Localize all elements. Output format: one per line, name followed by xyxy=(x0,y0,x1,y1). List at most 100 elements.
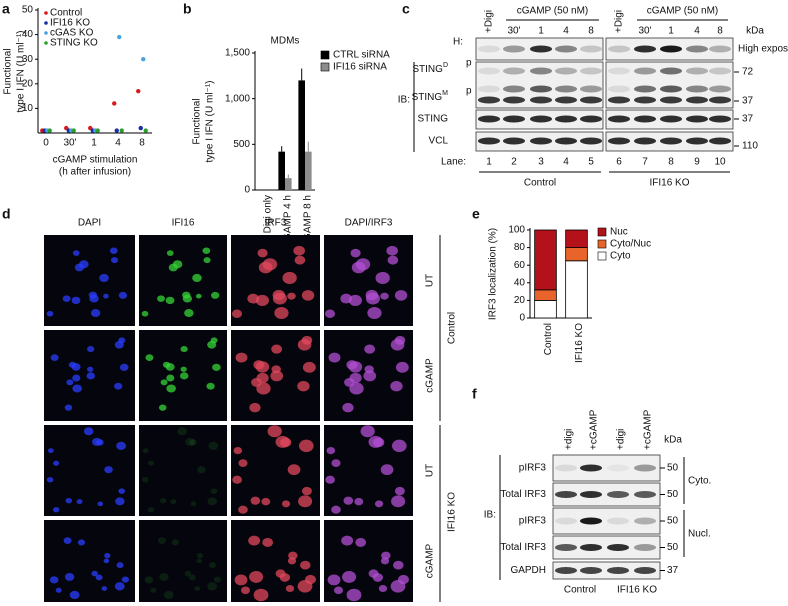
lane-header: +digi xyxy=(616,429,627,450)
data-point xyxy=(117,34,122,40)
cell xyxy=(179,372,189,380)
cell xyxy=(114,340,124,349)
cell xyxy=(386,245,398,256)
legend-label: cGAS KO xyxy=(50,28,94,39)
time-label: 30' xyxy=(507,26,520,37)
x-tick-label: Control xyxy=(543,323,554,355)
cell xyxy=(103,558,110,564)
cell xyxy=(166,374,175,382)
cell xyxy=(104,466,113,474)
cell xyxy=(262,258,278,271)
cell xyxy=(270,370,284,382)
cell xyxy=(387,255,399,265)
cell xyxy=(294,255,306,265)
cell xyxy=(253,588,269,602)
cell xyxy=(241,586,250,595)
lane-number: 6 xyxy=(616,157,622,168)
cell xyxy=(233,446,243,455)
cell xyxy=(390,339,405,351)
group-label: Control xyxy=(447,312,458,344)
cell xyxy=(197,466,206,474)
blot-band xyxy=(660,85,682,93)
legend-swatch xyxy=(320,50,330,60)
cell xyxy=(249,402,261,413)
cell xyxy=(53,460,60,466)
y-tick-label: 1,000 xyxy=(225,93,250,104)
panel-letter: c xyxy=(402,1,410,17)
bar-segment xyxy=(565,229,588,249)
cell xyxy=(249,571,264,583)
marker-label: 37 xyxy=(742,96,754,107)
time-label: 8 xyxy=(588,26,594,37)
cell xyxy=(297,380,310,392)
blot-band xyxy=(608,85,630,93)
blot-band xyxy=(530,115,552,123)
bar-segment xyxy=(534,299,557,319)
cell xyxy=(390,380,403,392)
header-label: H: xyxy=(453,37,463,48)
cell xyxy=(360,425,375,438)
legend-label: Control xyxy=(50,8,82,19)
cell xyxy=(118,488,126,494)
cell xyxy=(328,352,341,363)
group-label: IFI16 KO xyxy=(617,585,657,596)
blot-band xyxy=(580,567,602,574)
legend-label: IFI16 KO xyxy=(50,18,90,29)
marker-label: 50 xyxy=(667,463,679,474)
cell xyxy=(271,344,283,354)
cell xyxy=(66,379,74,386)
blot-band xyxy=(555,517,577,525)
data-point xyxy=(141,57,146,62)
blot-band xyxy=(634,115,656,123)
cell xyxy=(166,384,176,393)
x-axis-label: cGAMP stimulation xyxy=(53,155,138,166)
bar xyxy=(298,80,305,190)
cell xyxy=(87,346,95,353)
cell xyxy=(331,459,341,467)
cell xyxy=(147,507,155,513)
marker-label: 37 xyxy=(742,114,754,125)
cell xyxy=(114,382,123,390)
cell xyxy=(350,248,361,258)
fraction-label: Nucl. xyxy=(688,529,711,540)
blot-band xyxy=(634,137,656,145)
cell xyxy=(238,459,248,467)
cell xyxy=(144,576,154,584)
legend-swatch xyxy=(320,62,330,72)
cell xyxy=(255,361,270,373)
y-tick-label: 40 xyxy=(514,277,526,288)
cell xyxy=(116,441,126,450)
cell xyxy=(87,366,94,372)
lane-header: +Digi xyxy=(614,10,625,33)
legend-swatch xyxy=(597,239,607,249)
cell xyxy=(391,495,406,508)
blot-band xyxy=(580,45,602,53)
micrograph xyxy=(44,235,135,326)
y-axis-label: type I IFN (U ml⁻¹) xyxy=(16,31,27,113)
blot-band xyxy=(580,544,602,551)
data-point xyxy=(114,128,119,133)
column-header: DAPI xyxy=(78,218,101,229)
micrograph xyxy=(139,235,227,326)
y-tick-label: 500 xyxy=(233,139,250,150)
x-tick-label: Digi only xyxy=(263,195,274,233)
cell xyxy=(71,363,81,371)
legend-label: IFI16 siRNA xyxy=(333,62,387,73)
time-label: 1 xyxy=(538,26,544,37)
cell xyxy=(145,354,154,361)
lane-number: 10 xyxy=(714,157,726,168)
cell xyxy=(380,464,394,476)
lane-number: 3 xyxy=(538,157,544,168)
cell xyxy=(297,339,312,351)
legend-marker xyxy=(44,21,48,25)
lane-header: +digi xyxy=(564,429,575,450)
cell xyxy=(275,435,290,448)
phospho-label: p xyxy=(466,58,472,69)
cell xyxy=(207,340,217,349)
lane-number: 5 xyxy=(588,157,594,168)
cell xyxy=(121,576,130,583)
panel-letter: b xyxy=(183,1,192,17)
blot-band xyxy=(686,115,708,123)
row-label-name: STING xyxy=(412,92,443,103)
cell xyxy=(104,552,111,559)
